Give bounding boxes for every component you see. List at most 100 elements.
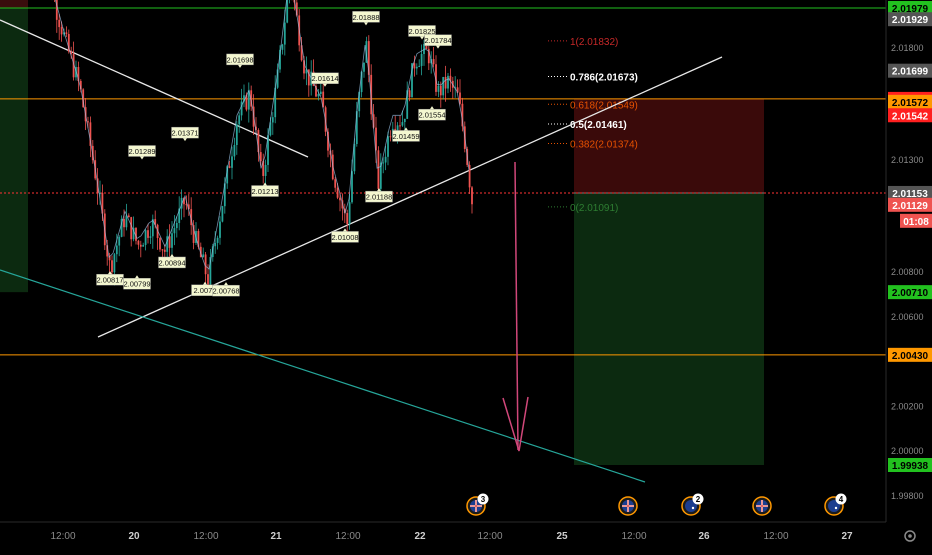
event-count: 4 (839, 495, 844, 504)
candle-body (282, 45, 284, 50)
price-badge-text: 2.01542 (892, 111, 929, 122)
price-badge-text: 1.99938 (892, 461, 929, 472)
price-badge-text: 2.00710 (892, 288, 929, 299)
fib-label-1: 0.786(2.01673) (570, 73, 638, 84)
candle-body (138, 241, 140, 245)
take-profit-zone (574, 193, 764, 465)
candle-body (397, 125, 399, 130)
event-count: 2 (696, 495, 701, 504)
pivot-label-text: 2.01213 (251, 187, 278, 196)
candle-body (442, 77, 444, 95)
price-tick-label: 2.00000 (891, 446, 924, 456)
candle-body (421, 54, 423, 66)
price-badge: 2.00430 (888, 348, 932, 362)
candle-body (147, 230, 149, 238)
time-axis-label: 22 (414, 531, 426, 542)
pivot-label-text: 2.00817 (96, 276, 123, 285)
candle-body (385, 157, 387, 163)
candle-body (390, 136, 392, 137)
time-axis-label: 12:00 (335, 531, 360, 542)
flag-star (835, 507, 837, 509)
time-axis-label: 26 (698, 531, 710, 542)
candle (378, 146, 380, 194)
event-badge (619, 497, 637, 515)
price-badge: 2.00710 (888, 285, 932, 299)
price-badge-text: 2.01572 (892, 98, 929, 109)
candle-body (433, 59, 435, 64)
fib-label-0: 1(2.01832) (570, 37, 618, 48)
countdown-badge: 01:08 (900, 214, 932, 228)
candle-body (471, 187, 473, 204)
candle (222, 206, 224, 223)
pivot-label-text: 2.01289 (128, 147, 155, 156)
price-badge: 2.01129 (888, 198, 932, 212)
candle-body (162, 249, 164, 250)
price-badge: 1.99938 (888, 458, 932, 472)
time-axis-bg (0, 522, 932, 550)
price-tick-label: 2.00600 (891, 312, 924, 322)
candle-body (174, 228, 176, 233)
candle-body (416, 67, 418, 69)
candle-body (164, 250, 166, 252)
candle-body (265, 165, 267, 176)
candle-body (145, 230, 147, 245)
candle-body (217, 238, 219, 243)
candle-body (234, 145, 236, 156)
left-red-zone (0, 0, 28, 8)
candle-body (118, 237, 120, 246)
candle-body (142, 245, 144, 247)
pivot-label-text: 2.01188 (366, 193, 393, 202)
candle-body (126, 216, 128, 228)
candle-body (176, 223, 178, 228)
candle-body (229, 166, 231, 168)
candle-body (128, 216, 130, 218)
candle-body (438, 86, 440, 92)
price-tick-label: 2.00200 (891, 401, 924, 411)
price-tick-label: 2.01300 (891, 155, 924, 165)
candle-body (58, 20, 60, 27)
pivot-label-text: 2.01614 (311, 74, 338, 83)
candle-body (214, 243, 216, 246)
time-axis-label: 12:00 (477, 531, 502, 542)
price-badge: 2.01572 (888, 95, 932, 109)
event-count: 3 (481, 495, 486, 504)
candle-body (445, 77, 447, 89)
candle-body (61, 27, 63, 34)
candle-body (404, 119, 406, 122)
candle-body (202, 254, 204, 257)
price-badge: 2.01699 (888, 64, 932, 78)
candle-body (363, 63, 365, 72)
candle-body (207, 274, 209, 284)
candle-body (387, 136, 389, 157)
candle-body (150, 236, 152, 238)
candle-body (222, 206, 224, 221)
candle-body (114, 254, 116, 272)
candle-body (382, 162, 384, 163)
price-badge-text: 2.01699 (892, 67, 929, 78)
candle-body (66, 32, 68, 34)
candle-body (440, 86, 442, 96)
price-badge-text: 2.00430 (892, 351, 929, 362)
candle-body (231, 156, 233, 167)
pivot-label-text: 2.00799 (123, 280, 150, 289)
price-badge: 2.01542 (888, 108, 932, 122)
candle-body (272, 117, 274, 122)
price-tick-label: 2.01800 (891, 43, 924, 53)
candle-body (284, 23, 286, 45)
price-badge-text: 2.01929 (892, 15, 929, 26)
left-green-zone (0, 8, 28, 292)
candle-body (337, 188, 339, 198)
time-axis-label: 12:00 (621, 531, 646, 542)
candle-body (87, 121, 89, 122)
price-badge-text: 2.01129 (892, 201, 928, 212)
flag-star (692, 507, 694, 509)
candle-body (334, 179, 336, 188)
candle-body (130, 217, 132, 239)
candle-body (111, 260, 113, 272)
price-tick-label: 1.99800 (891, 491, 924, 501)
pivot-label-text: 2.01554 (418, 111, 445, 120)
candle-body (140, 245, 142, 247)
